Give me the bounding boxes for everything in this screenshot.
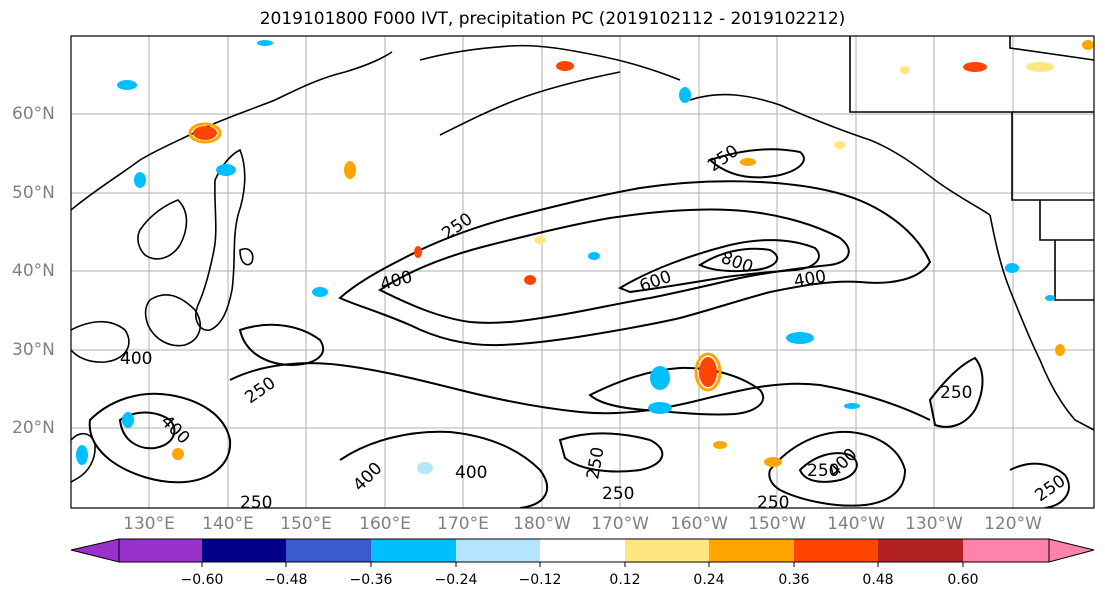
colorbar-bin — [540, 539, 625, 562]
contour-label: 250 — [583, 445, 608, 480]
colorbar-tick-label: −0.36 — [349, 572, 393, 588]
colorbar-tick-label: 0.36 — [778, 572, 810, 588]
contour-label: 250 — [940, 383, 972, 403]
colorbar-bin — [202, 539, 286, 562]
contour-label: 250 — [807, 461, 839, 481]
colorbar-bin — [625, 539, 709, 562]
colorbar-bin — [794, 539, 878, 562]
colorbar-bin — [963, 539, 1049, 562]
contour-label: 400 — [156, 411, 193, 448]
colorbar-tick-marks — [201, 562, 964, 567]
colorbar-tick-label: 0.24 — [693, 572, 725, 588]
contour-label: 250 — [1031, 471, 1069, 506]
contour-label: 250 — [704, 141, 742, 176]
lat-label: 60°N — [12, 104, 55, 124]
lon-label: 140°E — [202, 514, 254, 534]
contour-label: 400 — [349, 458, 386, 495]
lon-label: 180°W — [513, 514, 571, 534]
contour-label: 800 — [718, 248, 755, 278]
colorbar-bin — [119, 539, 202, 562]
contour-label: 400 — [455, 463, 487, 483]
gridlines — [71, 36, 1094, 508]
colorbar — [70, 538, 1095, 567]
coastlines — [71, 36, 1094, 483]
colorbar-tick-label: 0.60 — [947, 572, 979, 588]
lon-label: 160°W — [670, 514, 728, 534]
lon-label: 160°E — [359, 514, 411, 534]
colorbar-extend-high — [1048, 538, 1095, 563]
map-title: 2019101800 F000 IVT, precipitation PC (2… — [259, 9, 846, 29]
lon-label: 140°W — [827, 514, 885, 534]
lon-label: 120°W — [984, 514, 1042, 534]
colorbar-bin — [456, 539, 540, 562]
colorbar-bin — [878, 539, 963, 562]
colorbar-bin — [371, 539, 456, 562]
map-frame — [70, 35, 1095, 509]
colorbar-tick-label: 0.12 — [609, 572, 641, 588]
lon-label: 150°W — [748, 514, 806, 534]
lon-label: 130°E — [123, 514, 175, 534]
lat-label: 20°N — [12, 418, 55, 438]
ivt-contours — [88, 148, 1070, 508]
contour-label: 250 — [240, 493, 272, 513]
lat-label: 30°N — [12, 340, 55, 360]
lon-label: 150°E — [280, 514, 332, 534]
colorbar-tick-label: −0.12 — [518, 572, 562, 588]
colorbar-bin — [709, 539, 794, 562]
lon-label: 130°W — [905, 514, 963, 534]
contour-label: 400 — [120, 349, 152, 369]
colorbar-frame — [118, 538, 1050, 563]
lon-label: 170°E — [437, 514, 489, 534]
colorbar-extend-low — [70, 538, 120, 563]
colorbar-tick-label: 0.48 — [862, 572, 894, 588]
lon-label: 170°W — [591, 514, 649, 534]
colorbar-bin — [286, 539, 371, 562]
precip-patches — [76, 40, 1094, 474]
contour-label: 250 — [757, 493, 789, 513]
colorbar-tick-label: −0.60 — [180, 572, 224, 588]
lat-label: 40°N — [12, 261, 55, 281]
contour-label: 250 — [241, 373, 279, 408]
colorbar-tick-label: −0.24 — [434, 572, 478, 588]
lat-label: 50°N — [12, 183, 55, 203]
contour-label: 400 — [792, 267, 827, 292]
colorbar-tick-label: −0.48 — [264, 572, 308, 588]
contour-label: 250 — [602, 484, 634, 504]
